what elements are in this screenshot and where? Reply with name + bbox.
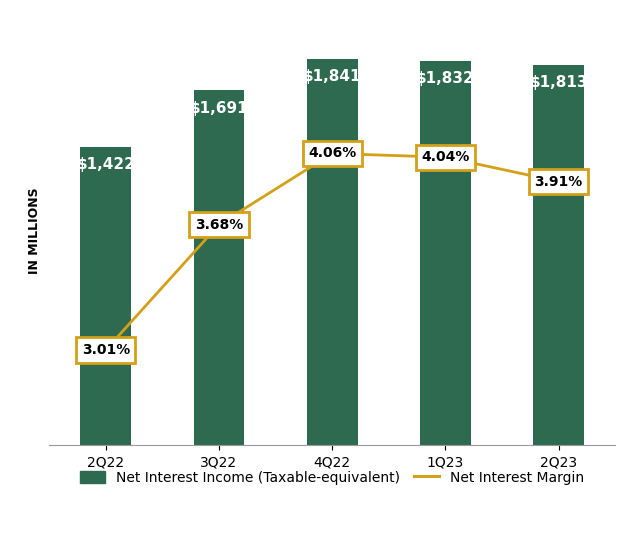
Legend: Net Interest Income (Taxable-equivalent), Net Interest Margin: Net Interest Income (Taxable-equivalent)… xyxy=(74,465,590,490)
Text: 3.68%: 3.68% xyxy=(195,218,243,232)
Y-axis label: IN MILLIONS: IN MILLIONS xyxy=(28,187,41,273)
Text: 3.01%: 3.01% xyxy=(82,343,130,357)
Bar xyxy=(420,61,471,446)
Bar xyxy=(193,90,244,446)
Text: 3.91%: 3.91% xyxy=(534,174,583,188)
Bar xyxy=(307,59,358,446)
Bar xyxy=(80,147,131,446)
Text: $1,691: $1,691 xyxy=(189,101,248,116)
Text: $1,841: $1,841 xyxy=(303,70,362,85)
Text: $1,813: $1,813 xyxy=(529,75,588,90)
Text: 4.06%: 4.06% xyxy=(308,147,356,160)
Text: 4.04%: 4.04% xyxy=(421,150,470,164)
Text: $1,422: $1,422 xyxy=(76,157,135,172)
Bar xyxy=(533,65,584,446)
Text: $1,832: $1,832 xyxy=(416,71,475,86)
